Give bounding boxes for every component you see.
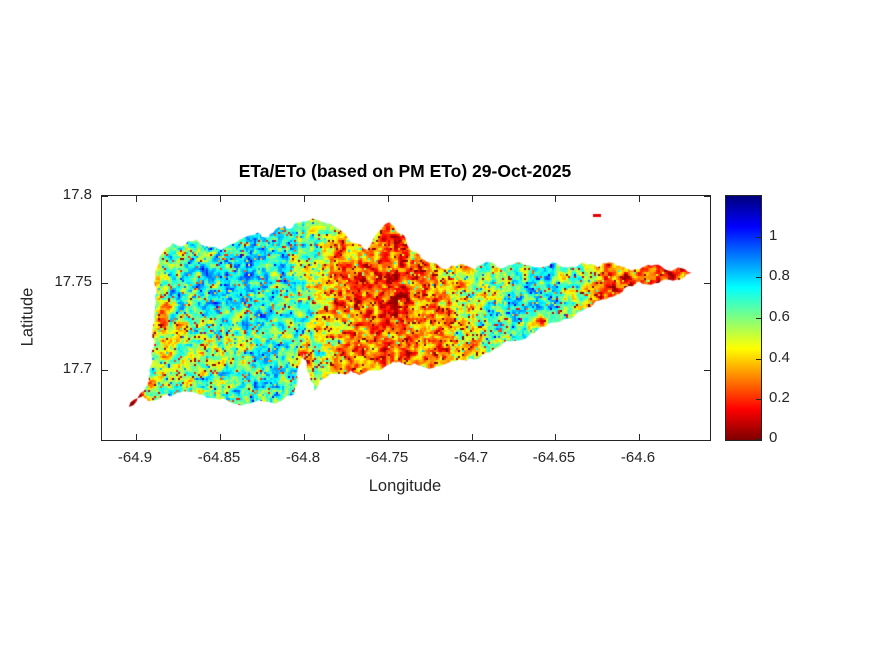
y-tick-mark-left [102, 196, 108, 197]
x-tick-mark-top [639, 196, 640, 202]
y-tick-label: 17.7 [62, 360, 92, 377]
colorbar-tick-label: 0.8 [769, 267, 790, 284]
x-tick-mark-bottom [304, 434, 305, 440]
y-tick-mark-right [704, 370, 710, 371]
colorbar-tick-label: 0.2 [769, 389, 790, 406]
x-tick-label: -64.85 [197, 449, 241, 466]
x-tick-mark-bottom [472, 434, 473, 440]
y-axis-label: Latitude [18, 287, 37, 347]
x-tick-mark-top [136, 196, 137, 202]
x-tick-mark-top [220, 196, 221, 202]
y-tick-mark-right [704, 283, 710, 284]
x-tick-mark-top [555, 196, 556, 202]
x-tick-label: -64.75 [365, 449, 409, 466]
x-tick-label: -64.8 [285, 449, 321, 466]
x-tick-mark-bottom [555, 434, 556, 440]
x-tick-mark-top [388, 196, 389, 202]
x-tick-label: -64.9 [117, 449, 153, 466]
x-axis-label: Longitude [368, 477, 442, 495]
y-tick-label: 17.8 [62, 186, 92, 203]
colorbar [725, 195, 762, 441]
colorbar-tick-mark [756, 277, 761, 278]
y-tick-label: 17.75 [54, 273, 92, 290]
x-tick-mark-top [304, 196, 305, 202]
x-tick-mark-top [472, 196, 473, 202]
island-raster-map [102, 196, 710, 440]
x-tick-label: -64.7 [453, 449, 489, 466]
x-tick-mark-bottom [136, 434, 137, 440]
colorbar-tick-mark [756, 359, 761, 360]
colorbar-tick-mark [756, 237, 761, 238]
x-tick-label: -64.6 [620, 449, 656, 466]
colorbar-tick-mark [756, 318, 761, 319]
x-tick-mark-bottom [220, 434, 221, 440]
x-tick-mark-bottom [639, 434, 640, 440]
chart-title: ETa/ETo (based on PM ETo) 29-Oct-2025 [238, 161, 572, 181]
y-tick-mark-left [102, 283, 108, 284]
colorbar-tick-mark [756, 399, 761, 400]
colorbar-gradient [726, 196, 761, 440]
y-tick-mark-left [102, 370, 108, 371]
x-tick-mark-bottom [388, 434, 389, 440]
colorbar-tick-label: 0.6 [769, 308, 790, 325]
y-tick-mark-right [704, 196, 710, 197]
plot-area [101, 195, 711, 441]
x-tick-label: -64.65 [532, 449, 576, 466]
colorbar-tick-mark [756, 439, 761, 440]
colorbar-tick-label: 0.4 [769, 349, 790, 366]
colorbar-tick-label: 0 [769, 429, 778, 446]
colorbar-tick-label: 1 [769, 227, 778, 244]
